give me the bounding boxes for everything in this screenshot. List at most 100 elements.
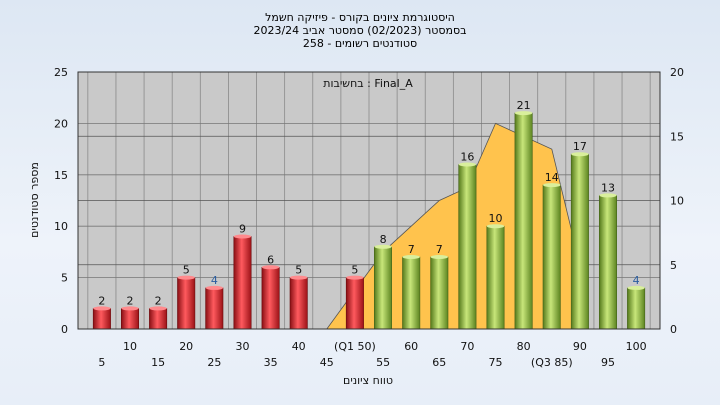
bar-50 xyxy=(345,277,364,330)
y2-tick-15: 15 xyxy=(670,130,684,143)
y2-tick-0: 0 xyxy=(670,323,677,336)
bar-cap-20 xyxy=(177,275,195,280)
data-label-15: 2 xyxy=(155,294,162,307)
x-tick-10: 10 xyxy=(123,340,137,353)
data-label-100: 4 xyxy=(633,274,640,287)
data-labels: 2 2 2 5 4 9 6 5 5 8 7 7 16 10 21 14 17 13 4 xyxy=(98,99,639,307)
bar-cap-55 xyxy=(374,244,392,249)
bar-cap-15 xyxy=(149,306,167,311)
data-label-95: 13 xyxy=(601,181,615,194)
data-label-55: 8 xyxy=(380,233,387,246)
x-tick-90: 90 xyxy=(573,340,587,353)
bar-cap-35 xyxy=(261,265,280,270)
bar-cap-85 xyxy=(543,183,561,188)
data-label-75: 10 xyxy=(489,212,503,225)
data-label-60: 7 xyxy=(408,243,415,256)
bar-cap-10 xyxy=(121,306,139,311)
chart-title-line-1: היסטוגרמת ציונים בקורס - פיזיקה חשמל xyxy=(265,11,455,24)
bar-65 xyxy=(430,256,449,330)
bar-cap-90 xyxy=(571,152,589,157)
y2-tick-20: 20 xyxy=(670,66,684,79)
bar-90 xyxy=(570,153,589,330)
y-axis-title: מספר סטודנטים xyxy=(28,162,41,238)
bar-cap-25 xyxy=(205,285,224,290)
y-tick-5: 5 xyxy=(61,272,68,285)
bar-cap-5 xyxy=(93,306,111,311)
y-tick-15: 15 xyxy=(54,169,68,182)
data-label-20: 5 xyxy=(183,264,190,277)
bar-70 xyxy=(458,164,477,330)
bar-cap-40 xyxy=(290,275,308,280)
y-tick-10: 10 xyxy=(54,220,68,233)
data-label-85: 14 xyxy=(545,171,559,184)
bar-cap-50 xyxy=(346,275,364,280)
x-tick-50: (Q1 50) xyxy=(334,340,376,353)
bar-cap-65 xyxy=(430,255,448,259)
bar-15 xyxy=(149,308,168,330)
bar-cap-95 xyxy=(599,193,617,198)
bar-85 xyxy=(542,184,561,330)
x-tick-20: 20 xyxy=(179,340,193,353)
bar-30 xyxy=(233,236,252,330)
data-label-65: 7 xyxy=(436,243,443,256)
bar-cap-80 xyxy=(514,111,533,116)
data-label-25: 4 xyxy=(211,274,218,287)
x-tick-100: 100 xyxy=(626,340,647,353)
x-tick-30: 30 xyxy=(236,340,250,353)
x-tick-25: 25 xyxy=(207,356,221,369)
x-tick-35: 35 xyxy=(264,356,278,369)
bar-20 xyxy=(177,277,196,330)
data-label-30: 9 xyxy=(239,223,246,236)
x-axis-ticks: 5 10 15 20 25 30 35 40 45(Q1 50)55 60 65 70 75 80(Q3 … xyxy=(98,340,646,369)
bar-55 xyxy=(373,246,392,330)
bar-100 xyxy=(627,287,646,330)
bar-cap-70 xyxy=(458,162,477,167)
x-tick-5: 5 xyxy=(98,356,105,369)
bar-cap-75 xyxy=(486,224,505,229)
bar-95 xyxy=(598,195,617,330)
y2-tick-10: 10 xyxy=(670,195,684,208)
x-tick-80: 80 xyxy=(517,340,531,353)
x-tick-45: 45 xyxy=(320,356,334,369)
bar-60 xyxy=(402,256,421,330)
bar-cap-100 xyxy=(627,285,645,290)
bar-35 xyxy=(261,266,280,330)
x-tick-65: 65 xyxy=(432,356,446,369)
x-tick-55: 55 xyxy=(376,356,390,369)
chart-annotation: בחשיבות : Final_A xyxy=(323,77,413,90)
y2-axis-ticks: 0 5 10 15 20 xyxy=(670,66,684,336)
bar-40 xyxy=(289,277,308,330)
data-label-50: 5 xyxy=(351,264,358,277)
bar-25 xyxy=(205,287,224,330)
x-tick-40: 40 xyxy=(292,340,306,353)
x-tick-95: 95 xyxy=(601,356,615,369)
bar-cap-60 xyxy=(402,255,420,259)
plot-frame xyxy=(77,71,661,330)
bar-75 xyxy=(486,225,505,330)
y-axis-ticks: 0 5 10 15 20 25 xyxy=(54,66,68,336)
bar-series xyxy=(92,111,646,330)
data-label-70: 16 xyxy=(460,151,474,164)
x-axis-title: טווח ציונים xyxy=(343,374,393,387)
chart-title-line-2: בסמסטר (02/2023) סמסטר אביב 2023/24 xyxy=(253,24,466,37)
data-label-40: 5 xyxy=(295,264,302,277)
data-label-5: 2 xyxy=(98,294,105,307)
x-tick-85: (Q3 85) xyxy=(531,356,573,369)
x-tick-70: 70 xyxy=(460,340,474,353)
x-tick-15: 15 xyxy=(151,356,165,369)
bar-cap-30 xyxy=(233,234,252,239)
data-label-10: 2 xyxy=(127,294,134,307)
y-tick-25: 25 xyxy=(54,66,68,79)
bar-5 xyxy=(92,308,111,330)
data-label-35: 6 xyxy=(267,253,274,266)
y-tick-20: 20 xyxy=(54,117,68,130)
chart-title-line-3: סטודנטים רשומים - 258 xyxy=(303,37,417,50)
x-tick-60: 60 xyxy=(404,340,418,353)
y-tick-0: 0 xyxy=(61,323,68,336)
bar-10 xyxy=(121,308,140,330)
y2-tick-5: 5 xyxy=(670,259,677,272)
x-tick-75: 75 xyxy=(489,356,503,369)
data-label-90: 17 xyxy=(573,140,587,153)
